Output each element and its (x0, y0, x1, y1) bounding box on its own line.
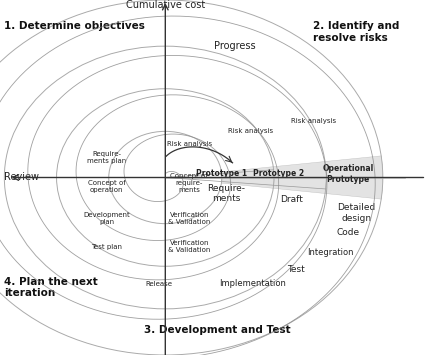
Text: Risk analysis: Risk analysis (227, 129, 272, 134)
Text: Risk analysis: Risk analysis (290, 118, 335, 124)
Wedge shape (324, 156, 382, 199)
Text: 4. Plan the next
iteration: 4. Plan the next iteration (4, 277, 98, 299)
Text: Concept of
require-
ments: Concept of require- ments (170, 173, 207, 193)
Text: Concept of
operation: Concept of operation (88, 180, 125, 193)
Text: Release: Release (145, 281, 172, 287)
Text: Require-
ments: Require- ments (207, 184, 245, 203)
Text: Cumulative cost: Cumulative cost (125, 0, 204, 10)
Text: Implementation: Implementation (218, 279, 285, 289)
Text: Verification
& Validation: Verification & Validation (168, 212, 210, 225)
Text: Verification
& Validation: Verification & Validation (168, 240, 210, 253)
Text: Review: Review (4, 173, 39, 182)
Text: Development
plan: Development plan (83, 212, 130, 225)
Text: Require-
ments plan: Require- ments plan (87, 152, 126, 164)
Text: Test: Test (286, 265, 304, 274)
Text: 3. Development and Test: 3. Development and Test (144, 326, 290, 335)
Text: Draft: Draft (279, 195, 302, 204)
Wedge shape (273, 162, 326, 193)
Text: Operational
Prototype: Operational Prototype (322, 164, 373, 184)
Text: Detailed
design: Detailed design (337, 203, 375, 223)
Text: Test plan: Test plan (91, 244, 122, 250)
Text: Prototype 2: Prototype 2 (252, 169, 303, 179)
Text: Progress: Progress (214, 41, 255, 51)
Text: Code: Code (335, 228, 359, 237)
Text: 1. Determine objectives: 1. Determine objectives (4, 21, 145, 31)
Text: Risk analysis: Risk analysis (166, 141, 211, 147)
Text: Prototype 1: Prototype 1 (196, 169, 247, 179)
Text: Integration: Integration (307, 247, 353, 257)
Text: 2. Identify and
resolve risks: 2. Identify and resolve risks (312, 21, 399, 43)
Wedge shape (221, 167, 273, 188)
